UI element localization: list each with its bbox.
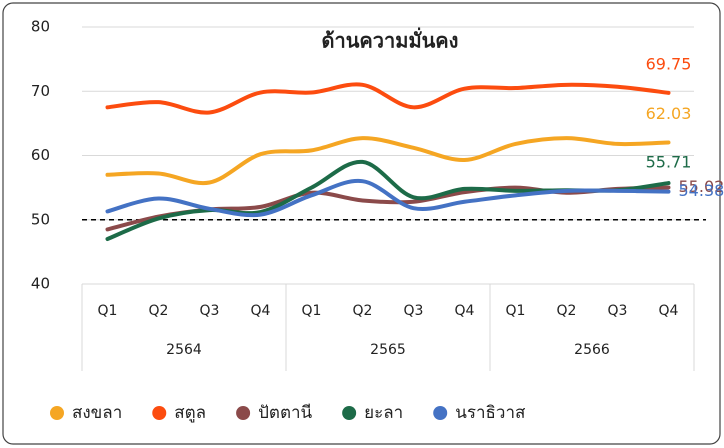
x-tick-label: Q1: [506, 303, 526, 319]
legend-label: สงขลา: [72, 403, 122, 423]
x-tick-label: Q2: [353, 303, 373, 319]
x-tick-label: Q4: [455, 303, 475, 319]
data-label: 55.02: [679, 177, 724, 196]
x-group-label: 2565: [370, 342, 406, 358]
x-tick-label: Q3: [404, 303, 424, 319]
chart-title: ด้านความมั่นคง: [322, 26, 459, 53]
x-tick-label: Q3: [608, 303, 628, 319]
legend-marker: [152, 406, 167, 420]
x-tick-label: Q2: [557, 303, 577, 319]
series-line: [105, 82, 671, 115]
x-tick-label: Q3: [200, 303, 220, 319]
y-tick-label: 60: [31, 146, 50, 164]
legend-label: สตูล: [174, 403, 206, 423]
x-group-label: 2564: [166, 342, 202, 358]
x-tick-label: Q4: [251, 303, 271, 319]
x-tick-label: Q1: [302, 303, 322, 319]
x-tick-label: Q2: [149, 303, 169, 319]
legend-label: ยะลา: [364, 403, 403, 423]
legend-marker: [433, 406, 448, 420]
y-tick-label: 50: [31, 210, 50, 228]
y-tick-label: 40: [31, 275, 50, 293]
legend-label: นราธิวาส: [455, 403, 526, 423]
legend-label: ปัตตานี: [258, 403, 312, 423]
x-tick-label: Q1: [98, 303, 118, 319]
y-tick-label: 70: [31, 82, 50, 100]
y-tick-label: 80: [31, 18, 50, 36]
x-tick-label: Q4: [659, 303, 679, 319]
x-group-label: 2566: [574, 342, 610, 358]
legend-marker: [236, 406, 251, 420]
legend-marker: [342, 406, 357, 420]
data-label: 54.38: [679, 181, 724, 200]
legend-marker: [50, 406, 64, 420]
data-label: 69.75: [646, 54, 692, 73]
data-label: 62.03: [646, 104, 692, 123]
series-line: [105, 178, 671, 218]
data-label: 55.71: [646, 153, 692, 172]
series-line: [105, 136, 671, 186]
